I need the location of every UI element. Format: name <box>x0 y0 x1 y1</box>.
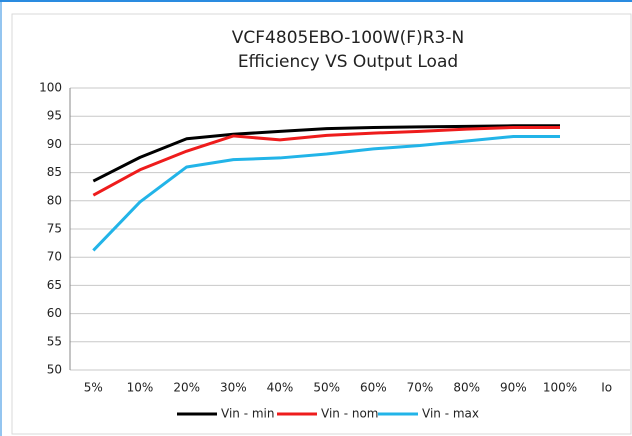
x-tick-label: 80% <box>453 381 480 395</box>
legend-label: Vin - max <box>422 407 479 421</box>
y-tick-label: 85 <box>47 165 62 179</box>
series-line <box>92 124 560 183</box>
x-tick-label: 60% <box>360 381 387 395</box>
x-tick-label: 30% <box>220 381 247 395</box>
x-tick-label: 100% <box>543 381 577 395</box>
x-tick-label: 10% <box>127 381 154 395</box>
y-tick-label: 70 <box>47 250 62 264</box>
x-tick-label: 20% <box>173 381 200 395</box>
y-tick-label: 65 <box>47 278 62 292</box>
chart-title: VCF4805EBO-100W(F)R3-N <box>232 28 464 48</box>
y-tick-label: 90 <box>47 137 62 151</box>
y-tick-label: 55 <box>47 334 62 348</box>
chart-subtitle: Efficiency VS Output Load <box>238 52 458 72</box>
x-tick-label: 70% <box>407 381 434 395</box>
y-tick-label: 75 <box>47 222 62 236</box>
x-tick-label: 40% <box>267 381 294 395</box>
x-tick-label: 90% <box>500 381 527 395</box>
x-tick-label: 5% <box>84 381 103 395</box>
y-tick-label: 80 <box>47 193 62 207</box>
series-line <box>92 135 560 252</box>
series-line <box>92 125 560 197</box>
legend-label: Vin - nom <box>321 407 378 421</box>
y-tick-label: 60 <box>47 306 62 320</box>
y-tick-label: 50 <box>47 363 62 377</box>
x-tick-label: 50% <box>313 381 340 395</box>
y-tick-label: 95 <box>47 109 62 123</box>
legend-label: Vin - min <box>221 407 274 421</box>
x-axis-label: Io <box>601 381 612 395</box>
y-tick-label: 100 <box>39 81 62 95</box>
chart-border <box>11 13 632 435</box>
